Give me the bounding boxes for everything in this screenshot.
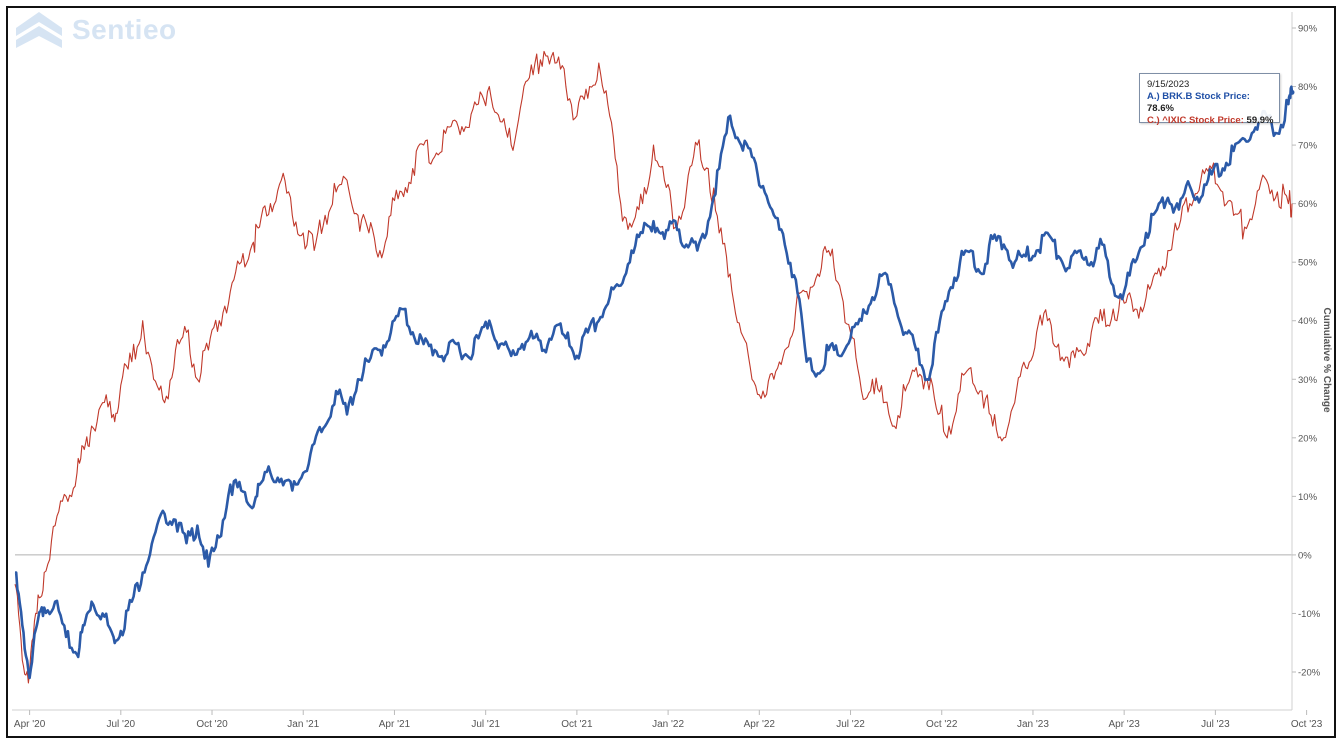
tooltip-series-c: C.) ^IXIC Stock Price: 59.9% [1147, 115, 1279, 127]
y-tick-label: -10% [1298, 609, 1321, 620]
y-tick-label: 50% [1298, 258, 1318, 269]
series-brk-b-line [14, 85, 1294, 680]
tooltip-series-c-value: 59.9% [1246, 115, 1274, 126]
x-tick-label: Apr '20 [14, 719, 46, 730]
tooltip-series-a: A.) BRK.B Stock Price: 78.6% [1147, 91, 1279, 115]
hover-marker [1289, 89, 1295, 95]
y-tick-label: 90% [1298, 24, 1318, 35]
x-tick-label: Jan '23 [1017, 719, 1049, 730]
y-tick-label: -20% [1298, 668, 1321, 679]
x-tick-label: Oct '20 [196, 719, 228, 730]
tooltip-series-c-label: C.) ^IXIC Stock Price: [1147, 115, 1244, 126]
x-tick-label: Oct '21 [561, 719, 593, 730]
series-lines [14, 50, 1294, 684]
y-tick-label: 60% [1298, 199, 1318, 210]
x-tick-label: Jul '22 [836, 719, 865, 730]
y-tick-label: 40% [1298, 316, 1318, 327]
x-tick-label: Jan '22 [652, 719, 684, 730]
x-tick-label: Jul '23 [1201, 719, 1230, 730]
hover-tooltip: 9/15/2023 A.) BRK.B Stock Price: 78.6% C… [1139, 73, 1280, 126]
x-tick-label: Jul '20 [107, 719, 136, 730]
sentieo-logo-icon [16, 12, 62, 48]
x-tick-label: Apr '21 [379, 719, 411, 730]
tooltip-series-a-value: 78.6% [1147, 103, 1174, 114]
y-tick-label: 80% [1298, 82, 1318, 93]
x-tick-label: Apr '22 [744, 719, 776, 730]
y-tick-label: 20% [1298, 433, 1318, 444]
y-axis-label: Cumulative % Change [1321, 307, 1332, 412]
x-tick-label: Jul '21 [471, 719, 500, 730]
logo-text: Sentieo [72, 14, 177, 45]
y-tick-label: 0% [1298, 550, 1312, 561]
x-tick-label: Apr '23 [1108, 719, 1140, 730]
x-tick-label: Oct '22 [926, 719, 958, 730]
chart-frame [6, 6, 1336, 738]
x-tick-label: Oct '23 [1291, 719, 1323, 730]
y-tick-label: 10% [1298, 492, 1318, 503]
y-tick-label: 30% [1298, 375, 1318, 386]
y-tick-label: 70% [1298, 141, 1318, 152]
tooltip-date: 9/15/2023 [1147, 79, 1190, 90]
x-tick-label: Jan '21 [287, 719, 319, 730]
sentieo-logo: Sentieo [14, 10, 177, 50]
series-ixic-line [14, 50, 1293, 684]
tooltip-series-a-label: A.) BRK.B Stock Price: [1147, 91, 1250, 102]
axes-group: -20% -10% 0% 10% 20% 30% 40% 50% 60% 70% 80% 90% Apr… [12, 12, 1323, 730]
